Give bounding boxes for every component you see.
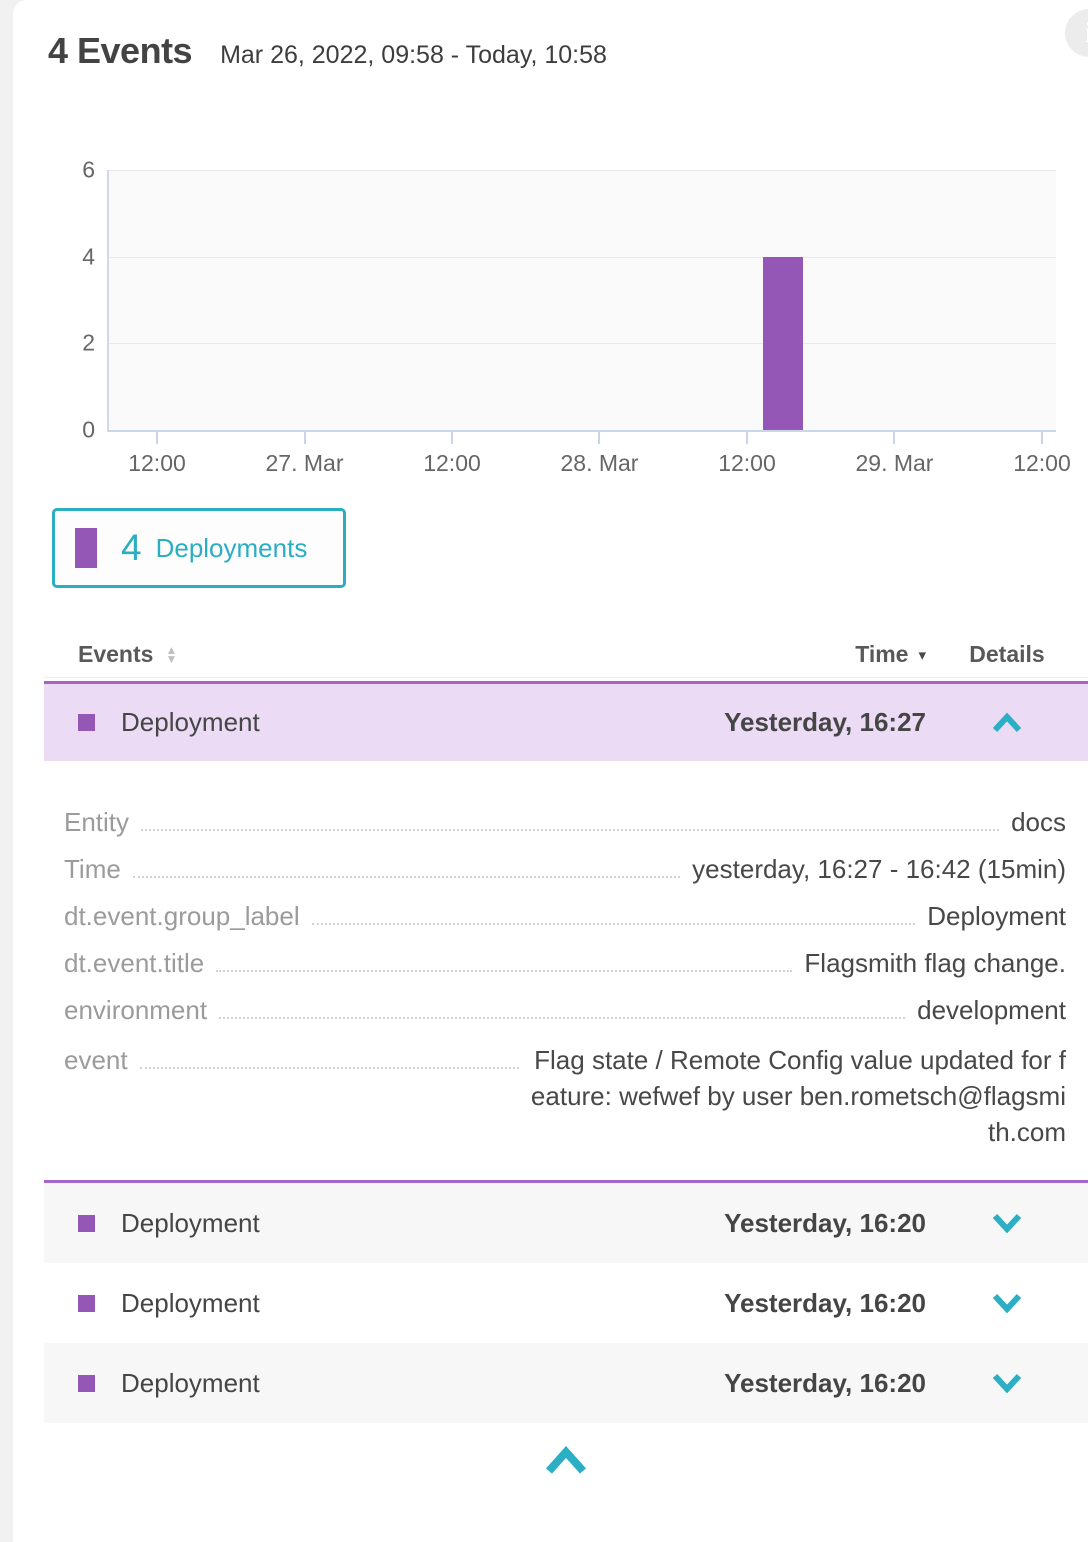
gridline-y6 (109, 170, 1056, 171)
event-time: Yesterday, 16:20 (724, 1367, 926, 1398)
x-axis-tick-label: 27. Mar (265, 450, 344, 476)
dotted-leader (132, 870, 681, 878)
sort-desc-icon: ▾ (918, 646, 926, 664)
x-axis-tick-label: 12:00 (718, 450, 776, 476)
detail-row-time: Time yesterday, 16:27 - 16:42 (15min) (64, 854, 1066, 884)
table-header: Events ▲ ▼ Time ▾ Details (44, 632, 1088, 678)
x-axis-tick-label: 28. Mar (560, 450, 639, 476)
sort-up-icon: ▲ (165, 642, 178, 657)
gridline-y2 (109, 343, 1056, 345)
expand-chevron-icon[interactable] (991, 1372, 1023, 1394)
detail-label: event (64, 1045, 128, 1075)
x-axis-tick (598, 432, 601, 444)
page-title: 4 Events (48, 30, 193, 71)
x-axis-tick-label: 29. Mar (855, 450, 934, 476)
y-axis-tick-label: 6 (82, 156, 95, 183)
x-axis-tick (156, 432, 158, 444)
collapse-chevron-icon[interactable] (991, 712, 1023, 734)
event-row-deployment-1627[interactable]: Deployment Yesterday, 16:27 (44, 681, 1088, 761)
sort-icon[interactable]: ▲ ▼ (165, 642, 178, 666)
event-details-panel: Entity docs Time yesterday, 16:27 - 16:4… (44, 761, 1088, 1183)
detail-value: Deployment (927, 901, 1066, 931)
deployments-bar[interactable] (762, 256, 803, 430)
x-axis-tick (451, 432, 453, 444)
deployment-square-icon (78, 1294, 95, 1312)
deployment-square-icon (78, 1214, 95, 1232)
detail-value: yesterday, 16:27 - 16:42 (15min) (692, 854, 1066, 884)
detail-row-group-label: dt.event.group_label Deployment (64, 901, 1066, 931)
detail-label: dt.event.title (64, 948, 205, 978)
detail-value: docs (1011, 807, 1066, 837)
timeframe-label: Mar 26, 2022, 09:58 - Today, 10:58 (220, 41, 607, 69)
detail-row-event: event Flag state / Remote Config value u… (64, 1042, 1066, 1150)
events-table: Deployment Yesterday, 16:27 Entity docs … (44, 681, 1088, 1423)
legend-deployments[interactable]: 4 Deployments (52, 508, 347, 588)
column-header-time[interactable]: Time ▾ (855, 641, 926, 668)
event-type-label: Deployment (121, 1207, 260, 1238)
detail-row-environment: environment development (64, 995, 1066, 1025)
detail-value: Flag state / Remote Config value updated… (530, 1045, 1066, 1147)
column-header-events[interactable]: Events (78, 641, 154, 667)
x-axis-tick (1040, 432, 1043, 444)
gridline-y4 (109, 256, 1056, 258)
event-row-deployment-1620-a[interactable]: Deployment Yesterday, 16:20 (44, 1183, 1088, 1263)
event-time: Yesterday, 16:20 (724, 1207, 926, 1238)
deployments-swatch-icon (75, 528, 97, 568)
event-time: Yesterday, 16:20 (724, 1287, 926, 1318)
detail-label: Time (64, 854, 121, 884)
deployment-square-icon (78, 714, 95, 731)
dotted-leader (219, 1011, 906, 1019)
event-row-deployment-1620-c[interactable]: Deployment Yesterday, 16:20 (44, 1343, 1088, 1423)
sort-down-icon: ▼ (165, 651, 178, 666)
collapse-panel-chevron-icon[interactable] (543, 1446, 589, 1476)
dotted-leader (311, 917, 916, 925)
time-header-label: Time (855, 641, 909, 667)
panel-collapse-control[interactable] (44, 1446, 1088, 1481)
dotted-leader (139, 1061, 519, 1069)
dotted-leader (216, 964, 793, 972)
events-bar-chart: 0 2 4 6 12:00 27. Mar 12:00 28. Mar 12:00 29. Mar… (82, 157, 1071, 477)
x-axis-tick-label: 12:00 (423, 450, 481, 476)
x-axis-tick-label: 12:00 (128, 450, 186, 476)
expand-chevron-icon[interactable] (991, 1212, 1023, 1234)
events-panel: i 4 Events Mar 26, 2022, 09:58 - Today, … (13, 0, 1088, 1542)
deployment-square-icon (78, 1374, 95, 1392)
y-axis-tick-label: 4 (82, 243, 95, 270)
info-icon[interactable]: i (1065, 9, 1088, 57)
y-axis-tick-label: 0 (82, 416, 95, 443)
detail-row-title: dt.event.title Flagsmith flag change. (64, 948, 1066, 978)
expand-chevron-icon[interactable] (991, 1292, 1023, 1314)
event-time: Yesterday, 16:27 (724, 707, 926, 737)
x-axis-tick (303, 432, 306, 444)
detail-value: Flagsmith flag change. (804, 948, 1066, 978)
event-type-label: Deployment (121, 1287, 260, 1318)
event-type-label: Deployment (121, 1367, 260, 1398)
x-axis-tick (745, 432, 748, 444)
x-axis-tick (893, 432, 896, 444)
dotted-leader (141, 823, 1000, 831)
detail-label: Entity (64, 807, 130, 837)
detail-row-entity: Entity docs (64, 807, 1066, 837)
legend-label: Deployments (155, 532, 308, 563)
detail-label: environment (64, 995, 208, 1025)
panel-header: 4 Events Mar 26, 2022, 09:58 - Today, 10… (48, 30, 607, 72)
column-header-details: Details (969, 641, 1045, 667)
detail-value: development (917, 995, 1066, 1025)
x-axis-tick-label: 12:00 (1013, 450, 1071, 476)
event-row-deployment-1620-b[interactable]: Deployment Yesterday, 16:20 (44, 1263, 1088, 1343)
detail-label: dt.event.group_label (64, 901, 300, 931)
event-type-label: Deployment (121, 707, 260, 737)
legend-count: 4 (121, 527, 142, 568)
y-axis-tick-label: 2 (82, 329, 95, 356)
